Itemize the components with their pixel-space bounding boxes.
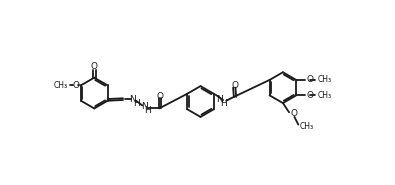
Text: O: O	[157, 92, 164, 101]
Text: N: N	[216, 95, 223, 104]
Text: O: O	[306, 75, 313, 84]
Text: H: H	[220, 99, 226, 107]
Text: CH₃: CH₃	[318, 75, 332, 84]
Text: O: O	[231, 81, 238, 90]
Text: H: H	[134, 99, 140, 107]
Text: O: O	[306, 91, 313, 100]
Text: CH₃: CH₃	[54, 81, 68, 90]
Text: CH₃: CH₃	[318, 91, 332, 100]
Text: O: O	[91, 62, 98, 71]
Text: O: O	[72, 81, 79, 90]
Text: N: N	[130, 95, 136, 104]
Text: N: N	[141, 102, 148, 111]
Text: H: H	[144, 106, 151, 115]
Text: CH₃: CH₃	[300, 122, 314, 131]
Text: O: O	[291, 109, 297, 118]
